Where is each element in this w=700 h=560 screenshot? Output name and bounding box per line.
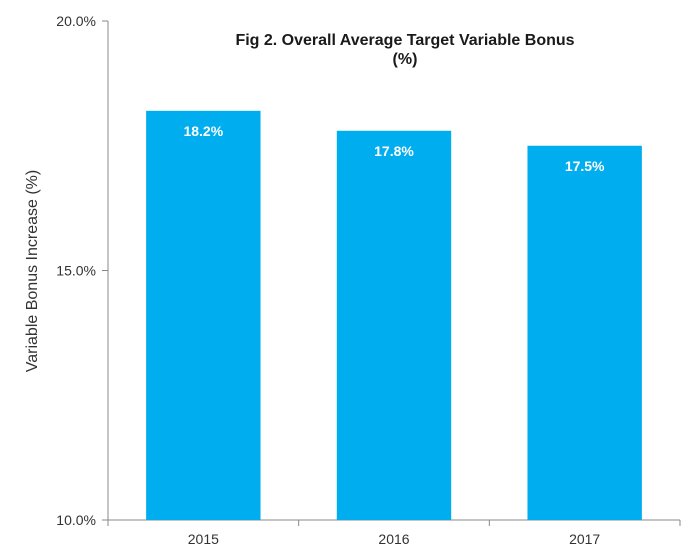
x-tick-label: 2015 [188, 531, 219, 547]
plot-area: 10.0% 15.0% 20.0% 2015 18.2% 2016 17.8% 2017 17.… [56, 13, 681, 547]
bar-2016 [336, 130, 452, 520]
y-tick-label: 10.0% [56, 512, 96, 528]
y-tick-label: 15.0% [56, 263, 96, 279]
bar-2017 [527, 145, 642, 520]
y-tick-label: 20.0% [56, 13, 96, 29]
y-axis-label: Variable Bonus Increase (%) [24, 170, 41, 372]
x-tick-label: 2016 [378, 531, 409, 547]
data-label: 18.2% [183, 123, 223, 139]
chart-title-unit: (%) [393, 51, 418, 68]
x-tick-label: 2017 [569, 531, 600, 547]
data-label: 17.5% [565, 158, 605, 174]
chart-title: Fig 2. Overall Average Target Variable B… [235, 32, 574, 49]
data-label: 17.8% [374, 143, 414, 159]
bar-2015 [146, 110, 261, 520]
